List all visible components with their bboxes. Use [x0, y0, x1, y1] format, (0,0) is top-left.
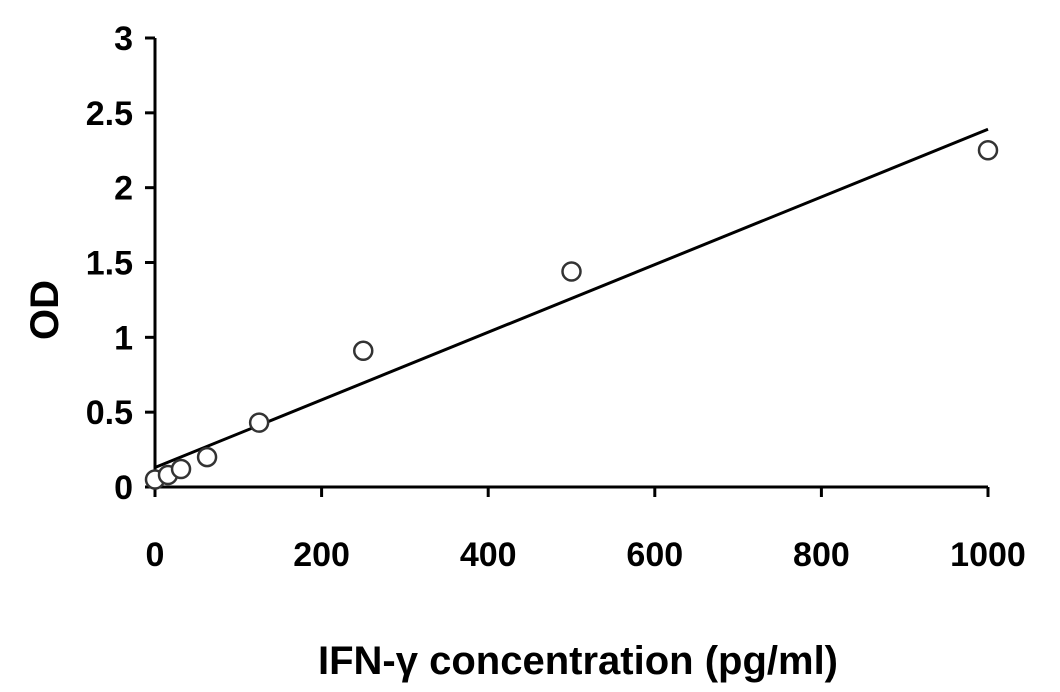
y-tick-label: 3 [114, 20, 133, 58]
x-tick-label: 800 [793, 536, 850, 574]
y-tick-label: 0 [114, 469, 133, 507]
data-points [144, 140, 999, 490]
data-point [977, 140, 999, 161]
y-tick-labels: 0 0.5 1 1.5 2 2.5 3 [86, 20, 133, 507]
data-point [561, 261, 582, 282]
y-tick-label: 2.5 [86, 95, 133, 133]
data-point [248, 412, 270, 433]
trendline-group [154, 127, 989, 469]
x-tick-label: 0 [146, 536, 165, 574]
y-tick-label: 0.5 [86, 394, 133, 432]
y-tick-label: 2 [114, 170, 133, 208]
y-tick-label: 1.5 [86, 245, 133, 283]
data-point [196, 446, 218, 468]
x-tick-label: 1000 [950, 536, 1026, 574]
x-axis-title: IFN-γ concentration (pg/ml) [318, 639, 838, 683]
y-tick-label: 1 [114, 319, 133, 357]
data-point [353, 340, 374, 362]
y-axis-title: OD [23, 280, 67, 340]
axes [145, 36, 990, 497]
trendline [154, 127, 989, 469]
x-tick-label: 400 [460, 536, 517, 574]
x-tick-label: 600 [626, 536, 683, 574]
x-tick-labels: 0 200 400 600 800 1000 [146, 536, 1026, 574]
x-tick-label: 200 [293, 536, 350, 574]
data-point [170, 458, 192, 480]
